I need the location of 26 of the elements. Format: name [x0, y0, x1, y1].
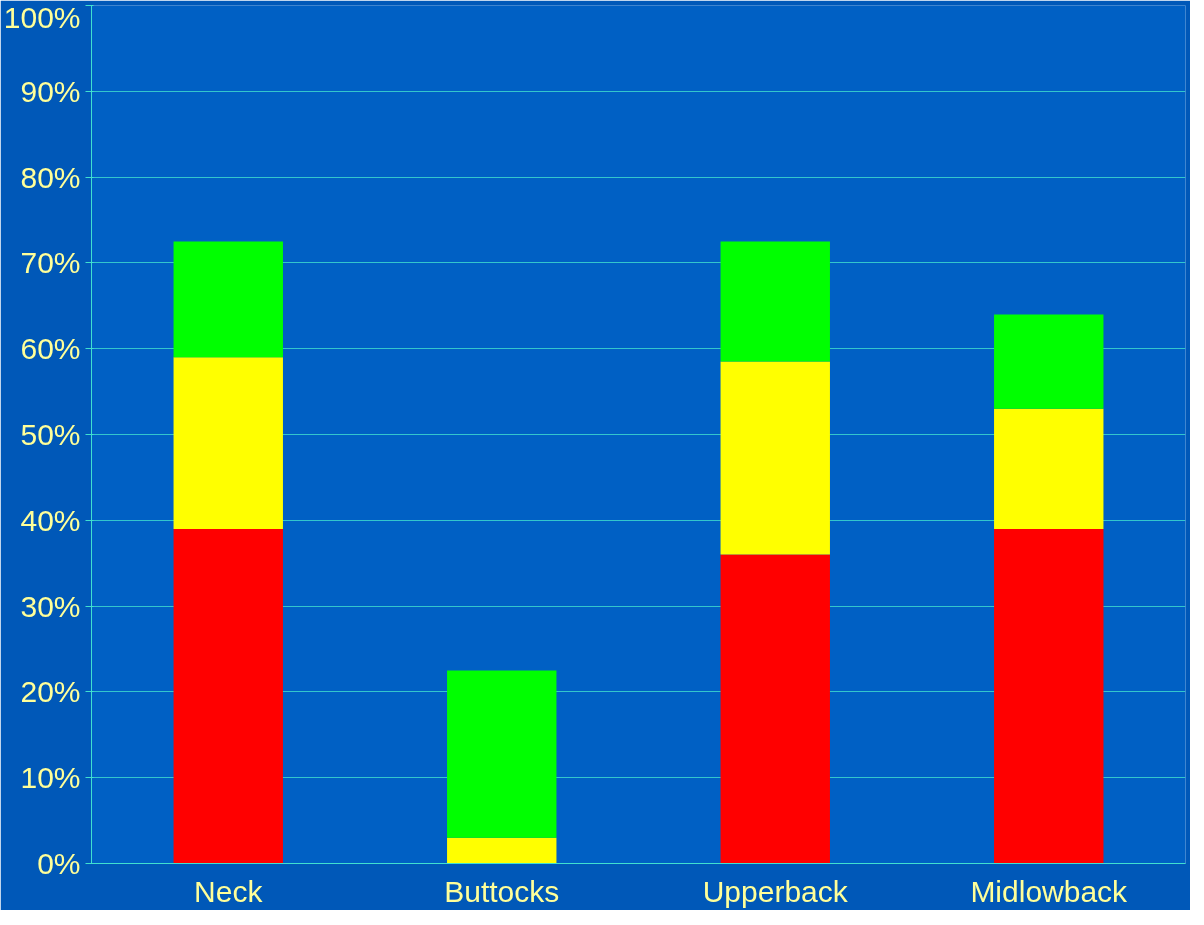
y-tick-label: 100%: [3, 0, 81, 34]
bar: [720, 554, 830, 864]
bar: [173, 241, 283, 358]
x-tick-label: Upperback: [702, 874, 849, 908]
bar: [173, 357, 283, 529]
x-tick-label: Buttocks: [444, 874, 560, 908]
bar: [720, 241, 830, 362]
bar: [447, 837, 557, 864]
y-tick-label: 10%: [20, 761, 81, 795]
y-tick-label: 90%: [20, 74, 81, 108]
bar: [994, 408, 1104, 529]
bar: [720, 361, 830, 555]
y-tick-label: 20%: [20, 675, 81, 709]
bar: [447, 670, 557, 838]
y-tick-label: 40%: [20, 503, 81, 537]
bar: [994, 528, 1104, 864]
y-tick-label: 50%: [20, 418, 81, 451]
y-tick-label: 70%: [20, 246, 81, 280]
x-tick-label: Neck: [194, 874, 264, 908]
x-tick-label: Midlowback: [970, 874, 1129, 908]
y-tick-label: 60%: [20, 332, 81, 366]
bar: [173, 528, 283, 864]
y-tick-label: 0%: [37, 847, 81, 880]
bar: [994, 314, 1104, 409]
y-tick-label: 80%: [20, 160, 81, 194]
y-tick-label: 30%: [20, 589, 81, 623]
